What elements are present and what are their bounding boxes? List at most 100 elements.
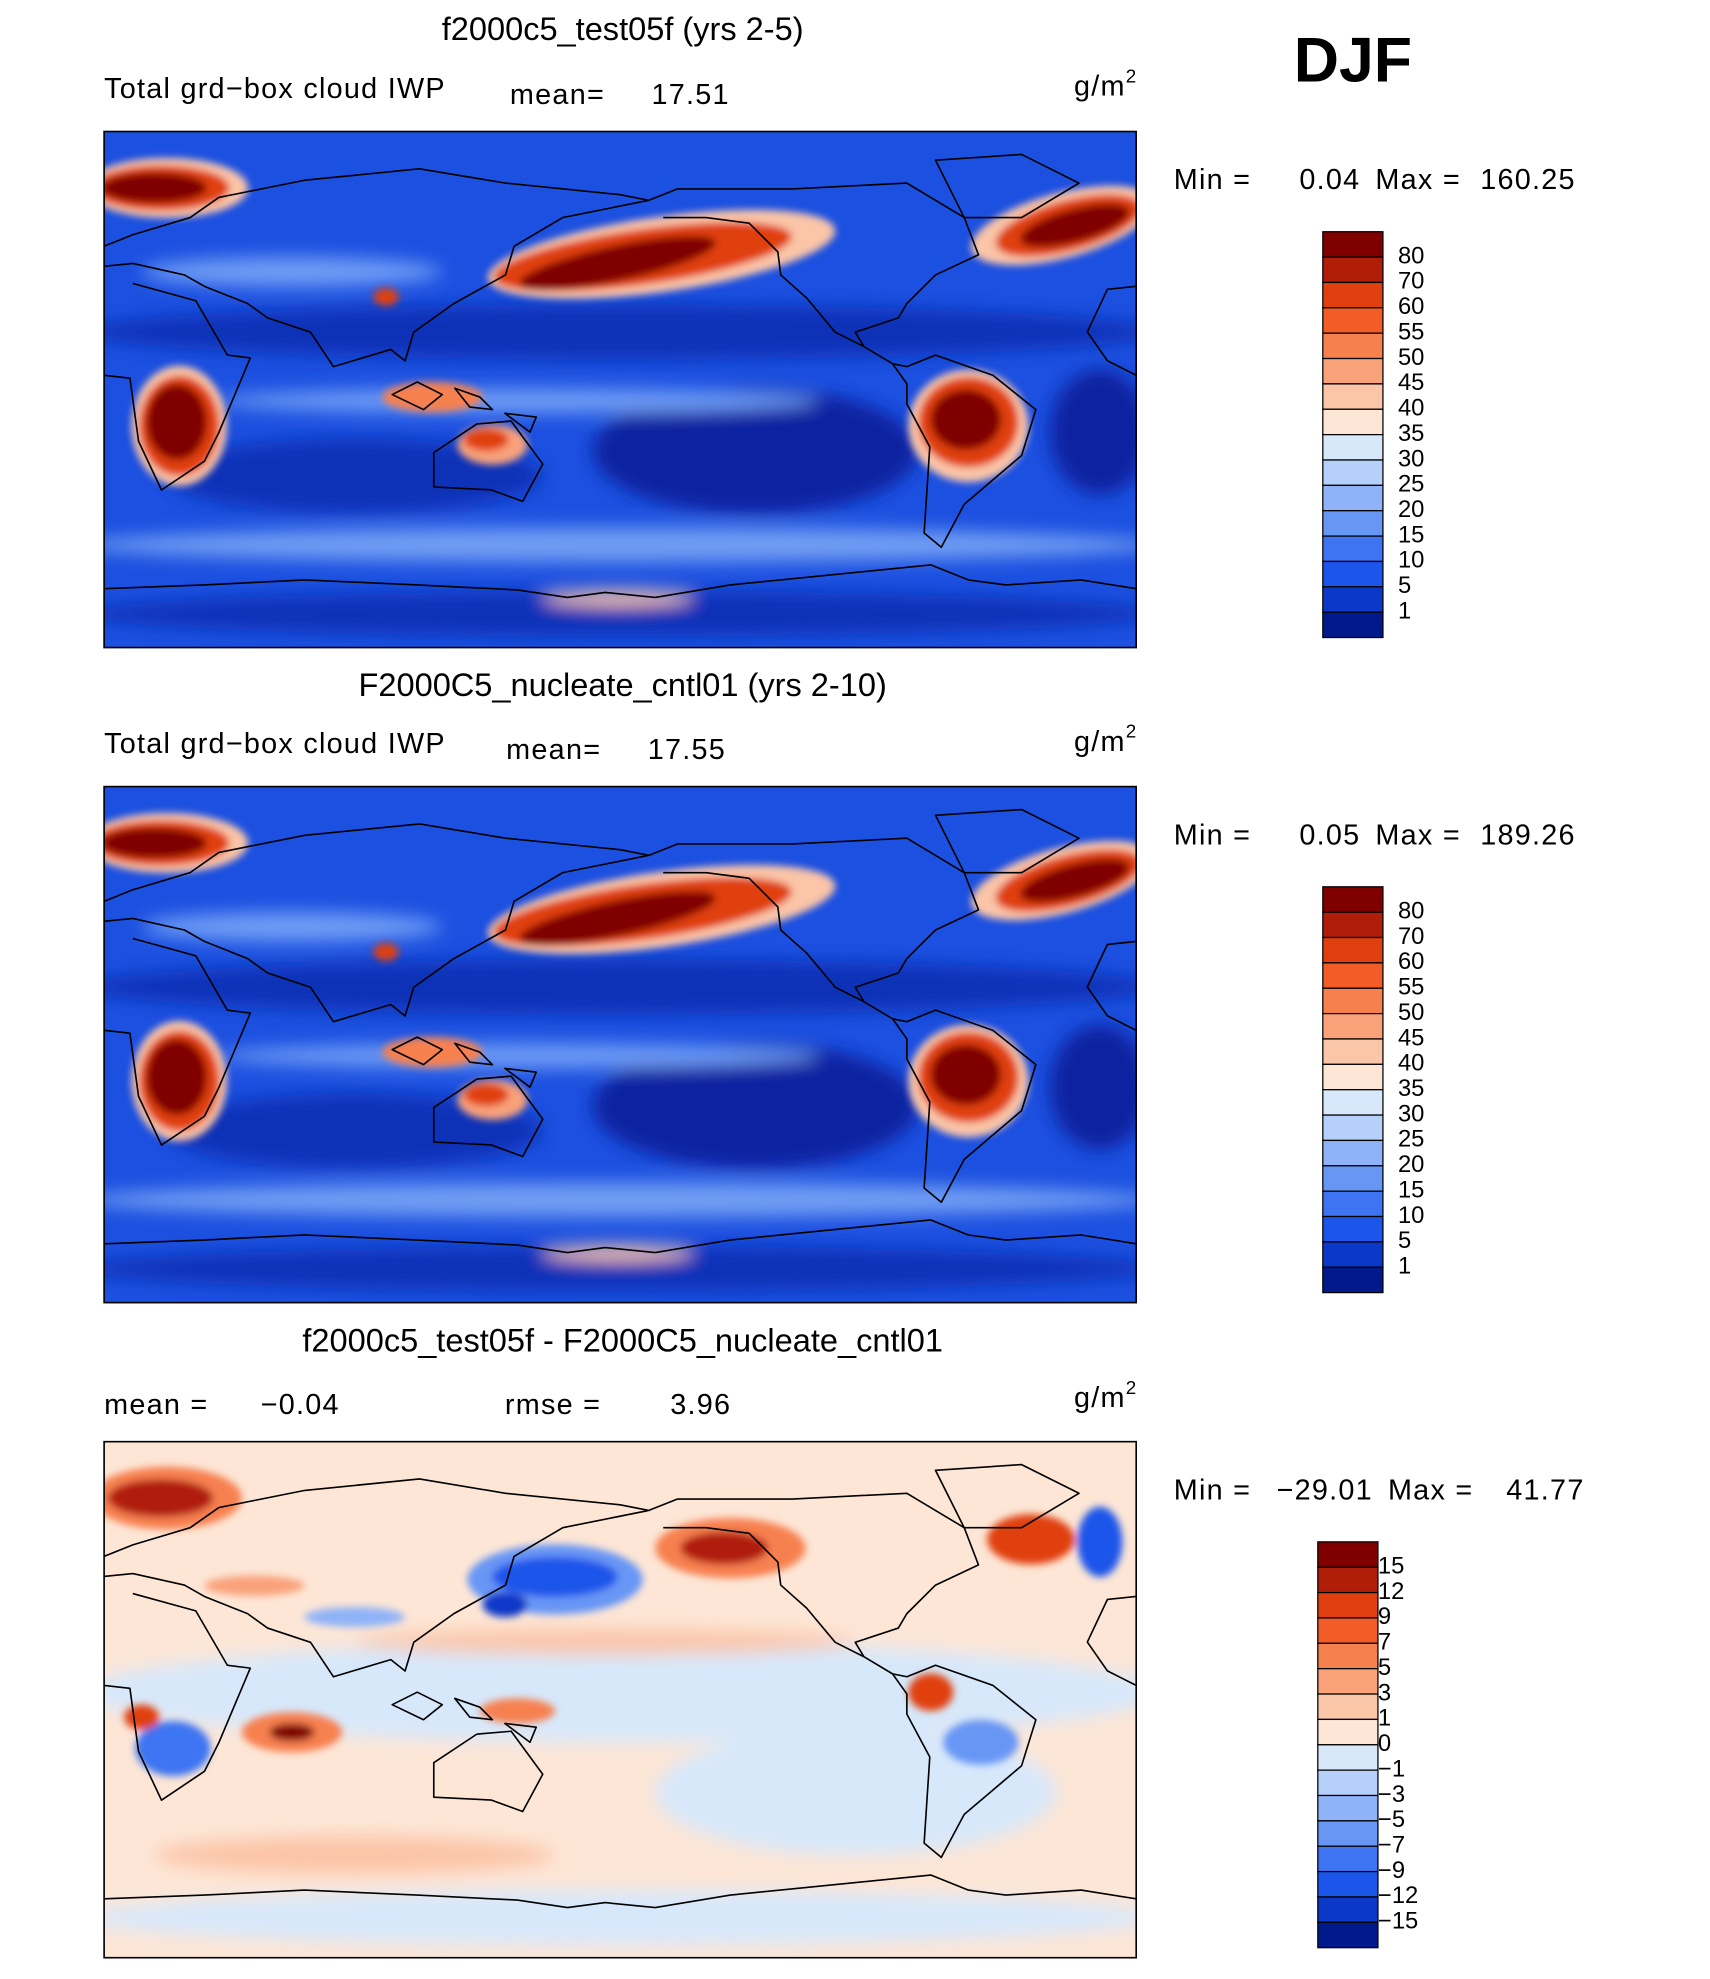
colorbar-label: 35 — [1398, 1075, 1424, 1102]
colorbar-box — [1322, 357, 1384, 385]
colorbar-box — [1322, 1012, 1384, 1040]
colorbar-box — [1317, 1845, 1379, 1873]
colorbar-label: 1 — [1378, 1705, 1391, 1732]
colorbar-box — [1322, 1139, 1384, 1167]
units-base: g/m — [1074, 70, 1126, 102]
colorbar-box — [1317, 1870, 1379, 1898]
colorbar-box — [1317, 1668, 1379, 1695]
mean-label: mean= — [510, 79, 605, 111]
colorbar-label: 1 — [1398, 597, 1411, 624]
colorbar-label: 10 — [1398, 547, 1424, 574]
colorbar-label: 15 — [1378, 1553, 1404, 1580]
colorbar-box — [1322, 560, 1384, 588]
colorbar-box — [1322, 231, 1384, 258]
map-frame — [103, 1440, 1138, 1959]
colorbar-box — [1322, 962, 1384, 989]
colorbar-label: −7 — [1378, 1832, 1405, 1859]
mean-label: mean = — [104, 1389, 208, 1421]
colorbar-label: 30 — [1398, 1100, 1424, 1127]
colorbar-box — [1317, 1718, 1379, 1746]
colorbar-box — [1317, 1566, 1379, 1594]
mean-value: 17.51 — [651, 79, 729, 111]
colorbar-box — [1322, 1266, 1384, 1294]
colorbar-box — [1322, 332, 1384, 360]
variable-label: Total grd−box cloud IWP — [104, 728, 446, 760]
colorbar-label: 30 — [1398, 445, 1424, 472]
max-value: 160.25 — [1480, 164, 1576, 196]
colorbar-box — [1322, 510, 1384, 537]
max-label: Max = — [1388, 1474, 1473, 1506]
mean-value: 17.55 — [648, 734, 726, 766]
colorbar-box — [1322, 1038, 1384, 1065]
colorbar-box — [1317, 1820, 1379, 1847]
contour-field — [82, 787, 1162, 1303]
min-label: Min = — [1174, 819, 1251, 851]
colorbar-box — [1322, 281, 1384, 309]
colorbar-label: 20 — [1398, 496, 1424, 523]
colorbar-box — [1322, 911, 1384, 939]
units-exponent: 2 — [1126, 1377, 1138, 1398]
colorbar-label: 25 — [1398, 1126, 1424, 1153]
colorbar-box — [1322, 611, 1384, 639]
colorbar-box — [1322, 434, 1384, 461]
colorbar-box — [1317, 1794, 1379, 1822]
map — [82, 1440, 1159, 1959]
colorbar-box — [1322, 1114, 1384, 1142]
colorbar-box — [1322, 586, 1384, 613]
colorbar-label: 80 — [1398, 242, 1424, 269]
colorbar-label: 7 — [1378, 1629, 1391, 1656]
colorbar-box — [1322, 1165, 1384, 1192]
colorbar-box — [1317, 1744, 1379, 1771]
contour-field — [82, 132, 1162, 648]
colorbar-box — [1317, 1769, 1379, 1797]
colorbar-box — [1322, 1089, 1384, 1116]
colorbar-label: −9 — [1378, 1857, 1405, 1884]
colorbar-box — [1322, 408, 1384, 436]
colorbar-label: −3 — [1378, 1781, 1405, 1808]
map-frame — [103, 130, 1138, 649]
rmse-label: rmse = — [505, 1389, 601, 1421]
colorbar-label: 9 — [1378, 1603, 1391, 1630]
rmse-value: 3.96 — [670, 1389, 731, 1421]
colorbar-label: 5 — [1398, 1227, 1411, 1254]
colorbar-box — [1317, 1591, 1379, 1619]
colorbar-box — [1322, 484, 1384, 512]
colorbar-label: 3 — [1378, 1679, 1391, 1706]
variable-label: Total grd−box cloud IWP — [104, 73, 446, 105]
max-label: Max = — [1375, 164, 1460, 196]
units: g/m2 — [1074, 66, 1137, 103]
colorbar-label: 40 — [1398, 1050, 1424, 1077]
colorbar-label: 50 — [1398, 999, 1424, 1026]
max-value: 41.77 — [1506, 1474, 1584, 1506]
colorbar-label: 12 — [1378, 1578, 1404, 1605]
colorbar-label: 80 — [1398, 897, 1424, 924]
colorbar-box — [1322, 1063, 1384, 1091]
min-value: 0.05 — [1299, 819, 1360, 851]
colorbar-box — [1317, 1921, 1379, 1949]
colorbar-label: 55 — [1398, 974, 1424, 1001]
colorbar-label: 15 — [1398, 1176, 1424, 1203]
colorbar-label: 45 — [1398, 369, 1424, 396]
colorbar-label: 5 — [1398, 572, 1411, 599]
colorbar-box — [1322, 1190, 1384, 1218]
colorbar-label: 55 — [1398, 318, 1424, 345]
colorbar-label: 60 — [1398, 948, 1424, 975]
contour-field — [82, 1442, 1159, 1958]
colorbar-box — [1317, 1693, 1379, 1721]
colorbar-label: 0 — [1378, 1730, 1391, 1757]
units-base: g/m — [1074, 725, 1126, 757]
min-label: Min = — [1174, 1474, 1251, 1506]
colorbar-box — [1322, 987, 1384, 1015]
colorbar-label: 25 — [1398, 471, 1424, 498]
colorbar-label: 20 — [1398, 1151, 1424, 1178]
colorbar-label: 60 — [1398, 293, 1424, 320]
colorbar-label: 15 — [1398, 521, 1424, 548]
colorbar-box — [1322, 1215, 1384, 1243]
colorbar-label: 45 — [1398, 1024, 1424, 1051]
units-base: g/m — [1074, 1382, 1126, 1414]
map-frame — [103, 785, 1138, 1304]
colorbar-box — [1322, 256, 1384, 284]
map — [82, 785, 1162, 1304]
mean-label: mean= — [506, 734, 601, 766]
